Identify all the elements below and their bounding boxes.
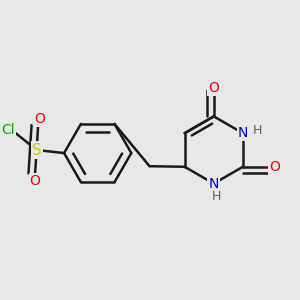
Text: O: O bbox=[269, 160, 280, 174]
Text: H: H bbox=[253, 124, 262, 137]
Text: H: H bbox=[212, 190, 221, 203]
Text: Cl: Cl bbox=[1, 123, 15, 137]
Text: S: S bbox=[32, 142, 41, 158]
Text: N: N bbox=[238, 126, 248, 140]
Text: O: O bbox=[30, 174, 40, 188]
Text: O: O bbox=[208, 81, 219, 95]
Text: N: N bbox=[208, 177, 219, 190]
Text: O: O bbox=[34, 112, 45, 126]
